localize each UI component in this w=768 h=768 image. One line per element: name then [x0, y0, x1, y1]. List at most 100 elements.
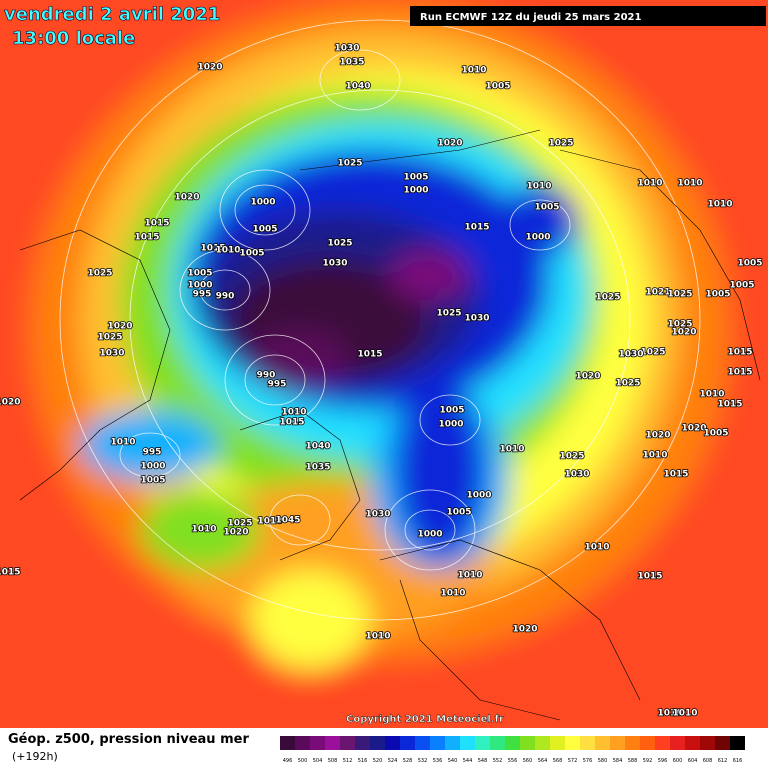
colorbar-cell	[385, 736, 400, 750]
isobar-label: 1025	[667, 320, 692, 330]
isobar-label: 1010	[637, 179, 662, 189]
colorbar-tick-label: 572	[568, 758, 578, 764]
isobar-label: 1005	[439, 406, 464, 416]
isobar-label: 1010	[526, 182, 551, 192]
run-info: Run ECMWF 12Z du jeudi 25 mars 2021	[420, 12, 641, 23]
colorbar-tick-label: 532	[418, 758, 428, 764]
colorbar-cell	[535, 736, 550, 750]
isobar-label: 1010	[281, 408, 306, 418]
isobar-label: 1025	[559, 452, 584, 462]
colorbar-cell	[295, 736, 310, 750]
isobar-label: 1021	[645, 288, 670, 298]
isobar-label: 1015	[279, 418, 304, 428]
colorbar-tick-label: 496	[283, 758, 293, 764]
isobar-label: 1000	[187, 281, 212, 291]
isobar-label: 1000	[525, 233, 550, 243]
colorbar-tick-label: 524	[388, 758, 398, 764]
isobar-label: 1020	[197, 63, 222, 73]
isobar-label: 1020	[681, 424, 706, 434]
colorbar-cell	[610, 736, 625, 750]
isobar-label: 990	[216, 292, 235, 302]
isobar-label: 1010	[257, 517, 282, 527]
colorbar-tick-label: 604	[688, 758, 698, 764]
isobar-label: 1005	[187, 269, 212, 279]
isobar-label: 995	[268, 380, 287, 390]
colorbar-cell	[460, 736, 475, 750]
isobar-label: 1010	[672, 709, 697, 719]
isobar-label: 1035	[339, 58, 364, 68]
colorbar-cell	[280, 736, 295, 750]
colorbar-tick-label: 564	[538, 758, 548, 764]
colorbar-tick-label: 616	[733, 758, 743, 764]
isobar-label: 1000	[466, 491, 491, 501]
isobar-label: 1010	[440, 589, 465, 599]
colorbar-tick-label: 584	[613, 758, 623, 764]
isobar-label: 1000	[438, 420, 463, 430]
colorbar-tick-label: 592	[643, 758, 653, 764]
isobar-label: 1020	[671, 328, 696, 338]
colorbar-tick-label: 560	[523, 758, 533, 764]
colorbar-tick-label: 548	[478, 758, 488, 764]
isobar-label: 1025	[436, 309, 461, 319]
colorbar-tick-label: 528	[403, 758, 413, 764]
isobar-label: 1025	[595, 293, 620, 303]
isobar-label: 1010	[584, 543, 609, 553]
isobar-label: 1005	[737, 259, 762, 269]
colorbar-tick-label: 512	[343, 758, 353, 764]
date: vendredi 2 avril 2021	[4, 4, 220, 25]
footer-title: Géop. z500, pression niveau mer	[8, 732, 249, 747]
isobar-label: 1010	[499, 445, 524, 455]
isobar-label: 1010	[657, 709, 682, 719]
isobar-label: 990	[257, 371, 276, 381]
isobar-label: 1005	[703, 429, 728, 439]
isobar-label: 1005	[403, 173, 428, 183]
isobar-label: 1010	[677, 179, 702, 189]
isobar-label: 1025	[227, 519, 252, 529]
isobar-label: 1030	[322, 259, 347, 269]
isobar-label: 1040	[345, 82, 370, 92]
colorbar-cell	[430, 736, 445, 750]
colorbar-cell	[370, 736, 385, 750]
isobar-label: 1010	[110, 438, 135, 448]
colorbar-tick-label: 520	[373, 758, 383, 764]
colorbar-tick-label: 540	[448, 758, 458, 764]
isobar-label: 1030	[618, 350, 643, 360]
isobar-label: 1030	[464, 314, 489, 324]
isobar-label: 1020	[512, 625, 537, 635]
isobar-label: 1020	[645, 431, 670, 441]
isobar-label: 1025	[548, 139, 573, 149]
isobar-label: 1015	[727, 368, 752, 378]
isobar-label: 1025	[87, 269, 112, 279]
isobar-label: 1005	[446, 508, 471, 518]
colorbar-tick-label: 568	[553, 758, 563, 764]
isobar-label: 1005	[705, 290, 730, 300]
isobar-label: 1010	[457, 571, 482, 581]
isobar-label: 1020	[575, 372, 600, 382]
run-box	[410, 6, 766, 26]
colorbar-cell	[625, 736, 640, 750]
colorbar-tick-label: 516	[358, 758, 368, 764]
isobar-label: 1000	[403, 186, 428, 196]
isobar-label: 1025	[640, 348, 665, 358]
isobar-label: 1010	[215, 246, 240, 256]
isobar-label: 1030	[334, 44, 359, 54]
colorbar-cell	[595, 736, 610, 750]
colorbar-tick-label: 544	[463, 758, 473, 764]
colorbar-tick-label: 536	[433, 758, 443, 764]
isobar-label: 1020	[174, 193, 199, 203]
isobar-label: 1035	[305, 463, 330, 473]
isobar-label: 1005	[252, 225, 277, 235]
colorbar-tick-label: 580	[598, 758, 608, 764]
isobar-label: 1025	[667, 290, 692, 300]
colorbar-tick-label: 608	[703, 758, 713, 764]
isobar-label: 1020	[223, 528, 248, 538]
isobar-label: 1045	[275, 516, 300, 526]
isobar-label: 1015	[357, 350, 382, 360]
isobar-label: 1015	[134, 233, 159, 243]
isobar-label: 1005	[140, 476, 165, 486]
colorbar-tick-label: 552	[493, 758, 503, 764]
footer-lead: (+192h)	[12, 750, 58, 763]
copyright: Copyright 2021 Meteociel.fr	[346, 714, 504, 725]
colorbar: 496 500 504 508 512 516 520 524 528 532 536 540 544 5…	[280, 736, 745, 764]
colorbar-cell	[700, 736, 715, 750]
